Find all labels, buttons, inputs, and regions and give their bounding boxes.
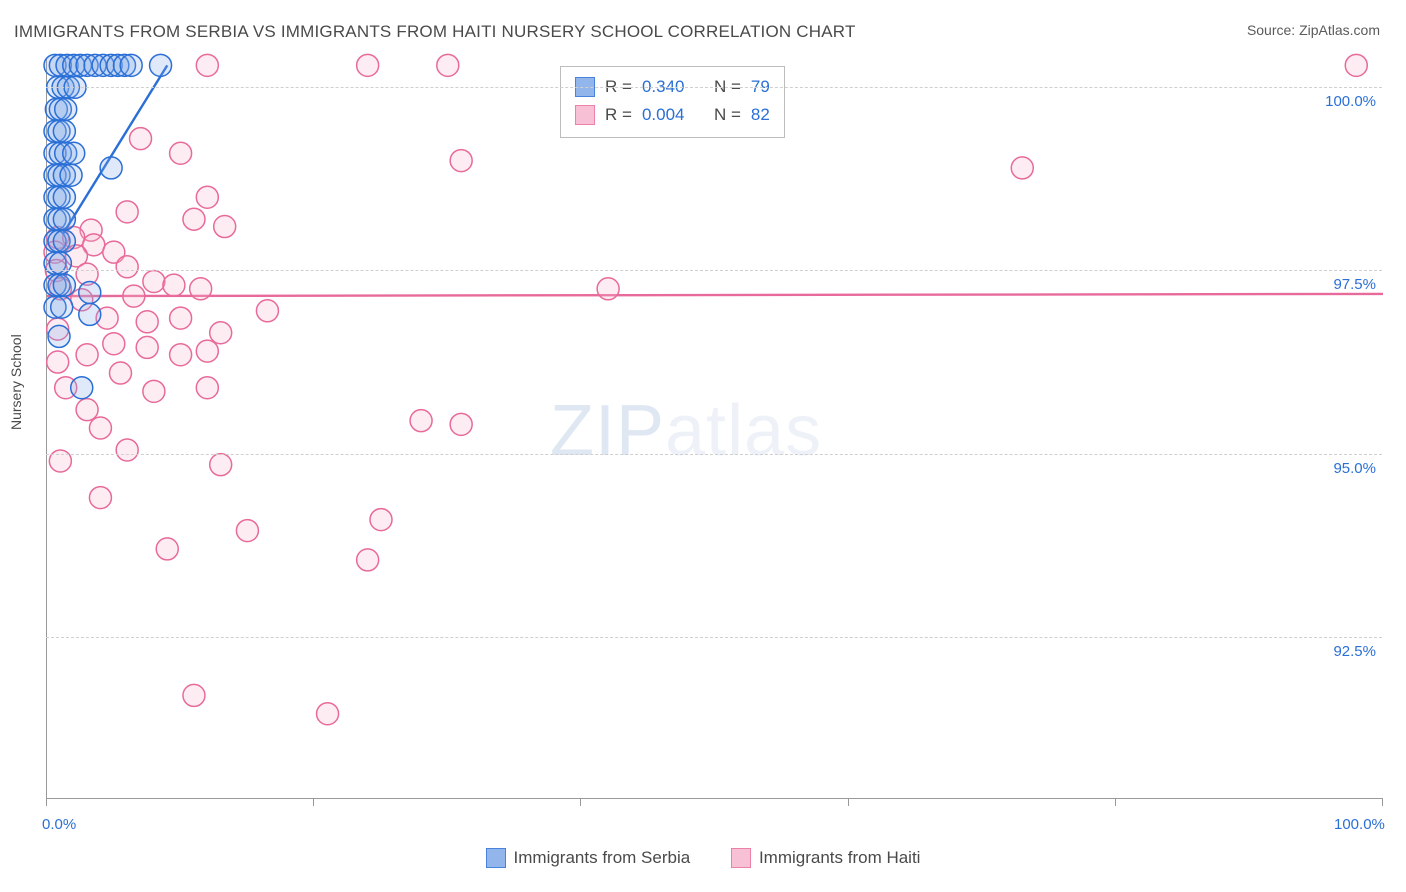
y-tick-label: 95.0% bbox=[1333, 460, 1376, 477]
data-point bbox=[170, 142, 192, 164]
data-point bbox=[210, 322, 232, 344]
data-point bbox=[450, 150, 472, 172]
data-point bbox=[123, 285, 145, 307]
data-point bbox=[214, 216, 236, 238]
data-point bbox=[156, 538, 178, 560]
chart-title: IMMIGRANTS FROM SERBIA VS IMMIGRANTS FRO… bbox=[14, 22, 856, 42]
data-point bbox=[370, 509, 392, 531]
data-point bbox=[317, 703, 339, 725]
x-tick-label: 0.0% bbox=[42, 816, 76, 833]
legend-label-haiti: Immigrants from Haiti bbox=[759, 848, 921, 868]
series-legend: Immigrants from Serbia Immigrants from H… bbox=[0, 848, 1406, 873]
data-point bbox=[76, 344, 98, 366]
swatch-haiti bbox=[731, 848, 751, 868]
y-tick-label: 100.0% bbox=[1325, 93, 1376, 110]
x-tick bbox=[1382, 798, 1383, 806]
data-point bbox=[143, 270, 165, 292]
data-point bbox=[1011, 157, 1033, 179]
swatch-haiti bbox=[575, 105, 595, 125]
data-point bbox=[100, 157, 122, 179]
data-point bbox=[170, 307, 192, 329]
data-point bbox=[357, 549, 379, 571]
data-point bbox=[130, 128, 152, 150]
data-point bbox=[183, 684, 205, 706]
data-point bbox=[109, 362, 131, 384]
data-point bbox=[236, 520, 258, 542]
x-tick bbox=[1115, 798, 1116, 806]
y-axis-label: Nursery School bbox=[8, 334, 24, 430]
data-point bbox=[196, 340, 218, 362]
x-tick-label: 100.0% bbox=[1334, 816, 1385, 833]
data-point bbox=[51, 296, 73, 318]
data-point bbox=[437, 54, 459, 76]
data-point bbox=[89, 417, 111, 439]
data-point bbox=[210, 454, 232, 476]
legend-item-serbia: Immigrants from Serbia bbox=[486, 848, 691, 868]
data-point bbox=[410, 410, 432, 432]
data-point bbox=[55, 98, 77, 120]
x-tick bbox=[580, 798, 581, 806]
data-point bbox=[60, 164, 82, 186]
gridline bbox=[46, 454, 1382, 455]
y-tick-label: 92.5% bbox=[1333, 643, 1376, 660]
legend-R-label: R = bbox=[605, 101, 632, 129]
legend-N-haiti: 82 bbox=[751, 101, 770, 129]
gridline bbox=[46, 87, 1382, 88]
y-tick-label: 97.5% bbox=[1333, 276, 1376, 293]
data-point bbox=[450, 413, 472, 435]
plot-area bbox=[46, 58, 1383, 799]
data-point bbox=[116, 439, 138, 461]
x-tick bbox=[46, 798, 47, 806]
data-point bbox=[196, 377, 218, 399]
gridline bbox=[46, 637, 1382, 638]
data-point bbox=[597, 278, 619, 300]
data-point bbox=[150, 54, 172, 76]
data-point bbox=[357, 54, 379, 76]
legend-item-haiti: Immigrants from Haiti bbox=[731, 848, 921, 868]
data-point bbox=[47, 351, 69, 373]
data-point bbox=[120, 54, 142, 76]
data-point bbox=[79, 281, 101, 303]
data-point bbox=[183, 208, 205, 230]
x-tick bbox=[848, 798, 849, 806]
data-point bbox=[190, 278, 212, 300]
source-label: Source: ZipAtlas.com bbox=[1247, 22, 1380, 38]
data-point bbox=[143, 380, 165, 402]
data-point bbox=[53, 208, 75, 230]
data-point bbox=[136, 311, 158, 333]
data-point bbox=[196, 54, 218, 76]
data-point bbox=[256, 300, 278, 322]
legend-N-label: N = bbox=[714, 101, 741, 129]
data-point bbox=[196, 186, 218, 208]
legend-label-serbia: Immigrants from Serbia bbox=[514, 848, 691, 868]
data-point bbox=[89, 487, 111, 509]
data-point bbox=[76, 399, 98, 421]
data-point bbox=[53, 186, 75, 208]
trend-line bbox=[47, 294, 1383, 296]
swatch-serbia bbox=[486, 848, 506, 868]
data-point bbox=[53, 230, 75, 252]
data-point bbox=[53, 274, 75, 296]
legend-row-haiti: R = 0.004 N = 82 bbox=[575, 101, 770, 129]
data-point bbox=[103, 333, 125, 355]
legend-R-haiti: 0.004 bbox=[642, 101, 685, 129]
scatter-svg bbox=[47, 58, 1383, 798]
data-point bbox=[163, 274, 185, 296]
x-tick bbox=[313, 798, 314, 806]
data-point bbox=[53, 120, 75, 142]
data-point bbox=[1345, 54, 1367, 76]
data-point bbox=[79, 303, 101, 325]
data-point bbox=[48, 325, 70, 347]
correlation-legend: R = 0.340 N = 79 R = 0.004 N = 82 bbox=[560, 66, 785, 138]
gridline bbox=[46, 270, 1382, 271]
data-point bbox=[63, 142, 85, 164]
data-point bbox=[116, 201, 138, 223]
data-point bbox=[136, 336, 158, 358]
data-point bbox=[116, 256, 138, 278]
data-point bbox=[170, 344, 192, 366]
data-point bbox=[71, 377, 93, 399]
